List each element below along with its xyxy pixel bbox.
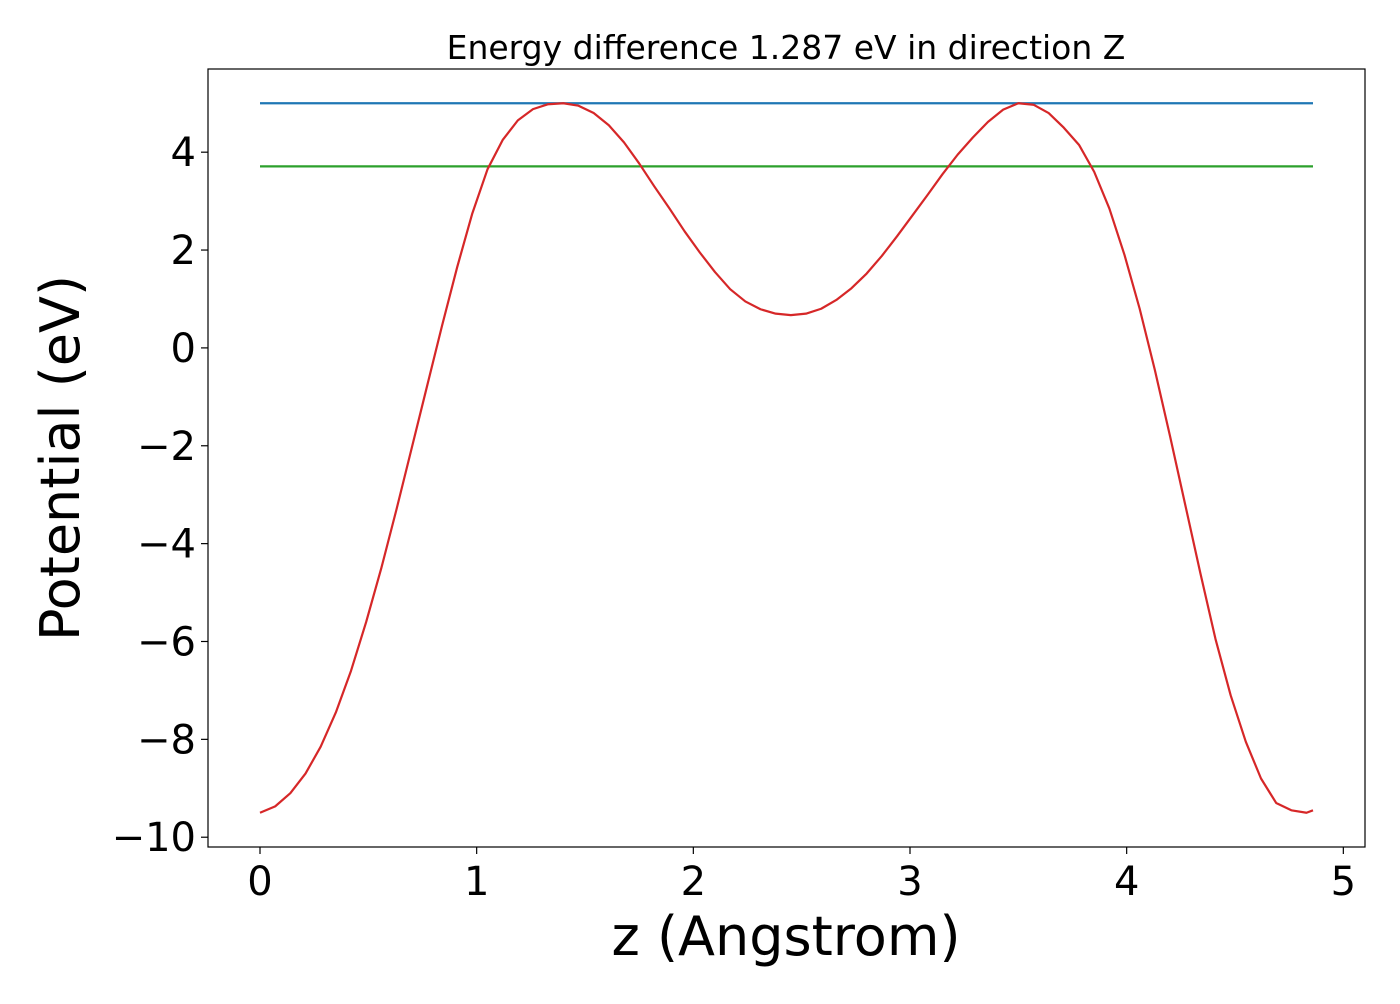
x-axis-label: z (Angstrom): [611, 905, 960, 968]
y-tick-label: 2: [171, 228, 196, 274]
y-tick-label: 0: [171, 326, 196, 372]
x-tick-label: 3: [897, 859, 922, 905]
x-tick-label: 4: [1114, 859, 1139, 905]
y-tick-label: −4: [137, 522, 196, 568]
series-line-3: [259, 102, 1314, 814]
y-axis-label: Potential (eV): [29, 275, 92, 641]
y-tick-label: −10: [112, 815, 196, 861]
y-tick-label: −8: [137, 717, 196, 763]
y-tick-label: 4: [171, 130, 196, 176]
x-tick-label: 1: [464, 859, 489, 905]
y-tick-label: −6: [137, 619, 196, 665]
x-tick-label: 2: [681, 859, 706, 905]
x-tick-label: 5: [1331, 859, 1356, 905]
x-tick-label: 0: [247, 859, 272, 905]
chart-title: Energy difference 1.287 eV in direction …: [447, 28, 1126, 67]
plot-frame: [207, 68, 1366, 848]
y-tick-label: −2: [137, 424, 196, 470]
y-axis: −10 −8 −6 −4 −2 0 2 4: [112, 130, 208, 861]
x-axis: 0 1 2 3 4 5: [247, 847, 1356, 905]
